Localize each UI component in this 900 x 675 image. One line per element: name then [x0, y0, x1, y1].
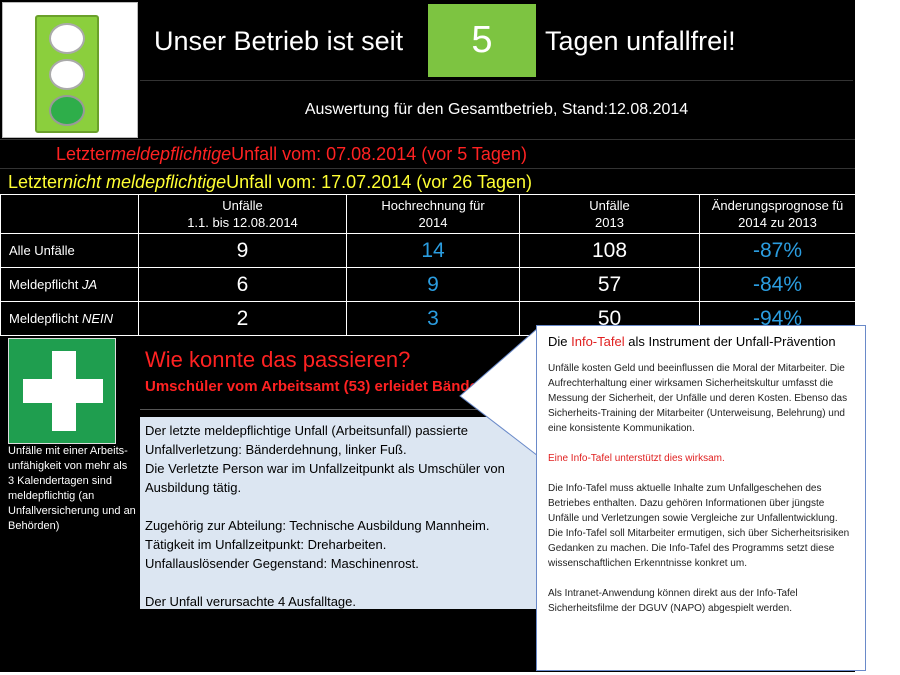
callout-title: Die Info-Tafel als Instrument der Unfall…	[548, 334, 836, 349]
table-header-empty	[0, 194, 139, 234]
callout-paragraph: Unfälle kosten Geld und beeinflussen die…	[548, 363, 848, 434]
info-tafel-callout: Die Info-Tafel als Instrument der Unfall…	[536, 325, 866, 671]
evaluation-subtitle: Auswertung für den Gesamtbetrieb, Stand:…	[140, 80, 853, 138]
incident-subtitle: Umschüler vom Arbeitsamt (53) erleidet B…	[145, 378, 535, 395]
description-spacer	[145, 573, 536, 592]
table-row: Alle Unfälle 9 14 108 -87%	[0, 233, 856, 268]
table-header: Unfälle 2013	[519, 194, 700, 234]
last-non-reportable-accident: Letzter nicht meldepflichtige Unfall vom…	[0, 168, 855, 195]
incident-description: Der letzte meldepflichtige Unfall (Arbei…	[140, 417, 540, 609]
text-italic: meldepflichtige	[111, 143, 232, 164]
actual-value: 6	[138, 267, 347, 302]
incident-title: Wie konnte das passieren?	[145, 347, 411, 372]
last-reportable-accident: Letzter meldepflichtige Unfall vom: 07.0…	[0, 139, 855, 168]
description-line: Der Unfall verursachte 4 Ausfalltage.	[145, 594, 356, 609]
table-header: Unfälle 1.1. bis 12.08.2014	[138, 194, 347, 234]
text-part: Unfall vom: 17.07.2014 (vor 26 Tagen)	[226, 171, 532, 192]
callout-highlight: Eine Info-Tafel unterstützt dies wirksam…	[548, 453, 725, 464]
days-counter: 5	[428, 4, 536, 77]
table-header: Hochrechnung für 2014	[346, 194, 520, 234]
red-lamp	[49, 23, 85, 54]
description-line: Die Verletzte Person war im Unfallzeitpu…	[145, 461, 505, 476]
description-line: Unfallverletzung: Bänderdehnung, linker …	[145, 442, 407, 457]
callout-paragraph: Die Info-Tafel muss aktuelle Inhalte zum…	[548, 483, 850, 569]
description-line: Ausbildung tätig.	[145, 480, 242, 495]
reportable-definition-note: Unfälle mit einer Arbeits-unfähigkeit vo…	[8, 445, 136, 532]
change-value: -87%	[699, 233, 856, 268]
table-header-row: Unfälle 1.1. bis 12.08.2014 Hochrechnung …	[0, 194, 856, 234]
previous-year-value: 108	[519, 233, 700, 268]
header-suffix: Tagen unfallfrei!	[545, 26, 736, 56]
actual-value: 2	[138, 301, 347, 336]
table-header: Änderungsprognose fü 2014 zu 2013	[699, 194, 856, 234]
change-value: -84%	[699, 267, 856, 302]
table-row: Meldepflicht JA 6 9 57 -84%	[0, 267, 856, 302]
previous-year-value: 57	[519, 267, 700, 302]
text-part: Letzter	[56, 143, 112, 164]
description-spacer	[145, 497, 536, 516]
row-label: Meldepflicht NEIN	[0, 301, 139, 336]
traffic-light-panel	[2, 2, 138, 138]
text-part: Letzter	[8, 171, 64, 192]
row-label: Alle Unfälle	[0, 233, 139, 268]
traffic-light-icon	[35, 15, 99, 133]
description-line: Tätigkeit im Unfallzeitpunkt: Dreharbeit…	[145, 537, 387, 552]
description-line: Zugehörig zur Abteilung: Technische Ausb…	[145, 518, 490, 533]
forecast-value: 3	[346, 301, 520, 336]
actual-value: 9	[138, 233, 347, 268]
yellow-lamp	[49, 59, 85, 90]
text-italic: nicht meldepflichtige	[63, 171, 227, 192]
cross-horizontal	[23, 379, 103, 403]
row-label: Meldepflicht JA	[0, 267, 139, 302]
description-line: Unfallauslösender Gegenstand: Maschinenr…	[145, 556, 419, 571]
callout-pointer	[459, 327, 538, 457]
header-prefix: Unser Betrieb ist seit	[154, 26, 404, 56]
first-aid-icon	[8, 338, 116, 444]
accident-statistics-table: Unfälle 1.1. bis 12.08.2014 Hochrechnung …	[0, 194, 856, 336]
text-part: Unfall vom: 07.08.2014 (vor 5 Tagen)	[231, 143, 527, 164]
green-lamp	[49, 95, 85, 126]
divider	[140, 409, 540, 410]
callout-paragraph: Als Intranet-Anwendung können direkt aus…	[548, 588, 798, 614]
forecast-value: 14	[346, 233, 520, 268]
forecast-value: 9	[346, 267, 520, 302]
description-line: Der letzte meldepflichtige Unfall (Arbei…	[145, 423, 468, 438]
